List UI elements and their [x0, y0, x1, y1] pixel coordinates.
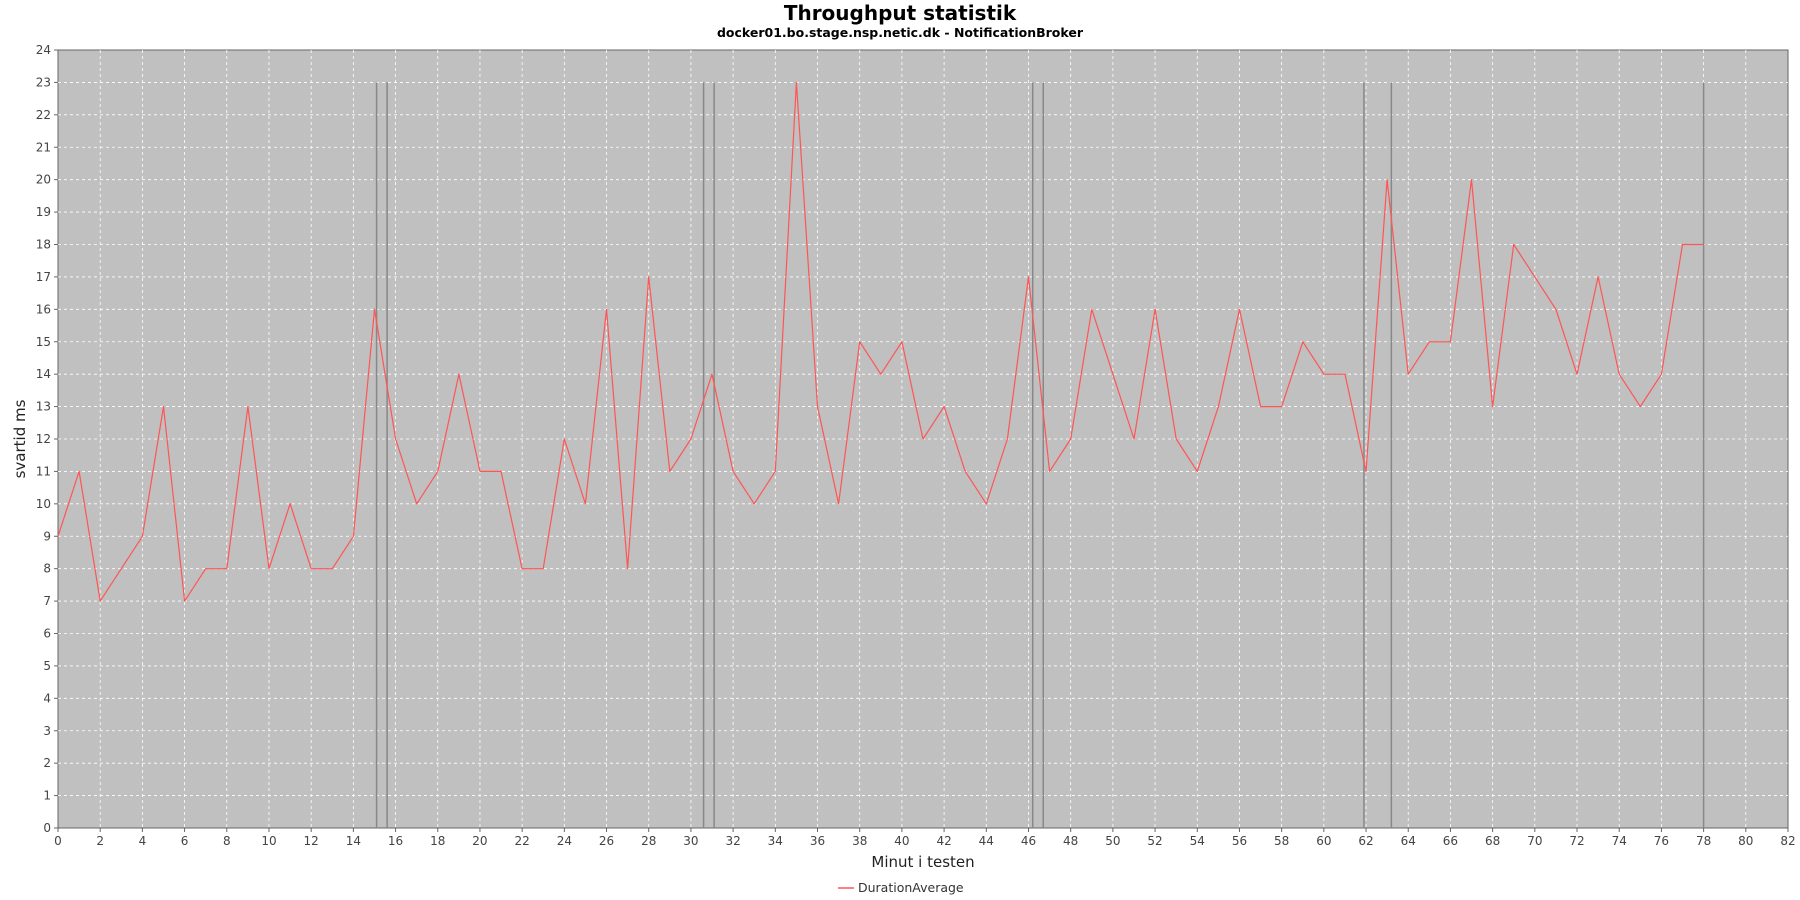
x-tick-label: 74	[1612, 834, 1627, 848]
x-tick-label: 30	[683, 834, 698, 848]
x-tick-label: 6	[181, 834, 189, 848]
x-tick-label: 76	[1654, 834, 1669, 848]
y-tick-label: 11	[36, 464, 51, 478]
x-tick-label: 68	[1485, 834, 1500, 848]
legend: DurationAverage	[838, 880, 964, 895]
x-tick-label: 42	[936, 834, 951, 848]
y-tick-label: 18	[36, 238, 51, 252]
grid-lines	[58, 50, 1788, 828]
x-tick-label: 62	[1358, 834, 1373, 848]
x-tick-label: 44	[979, 834, 994, 848]
x-tick-label: 48	[1063, 834, 1078, 848]
x-tick-label: 4	[139, 834, 147, 848]
x-tick-label: 0	[54, 834, 62, 848]
y-tick-label: 1	[43, 789, 51, 803]
y-tick-label: 3	[43, 724, 51, 738]
y-tick-label: 10	[36, 497, 51, 511]
y-tick-label: 8	[43, 562, 51, 576]
y-tick-label: 15	[36, 335, 51, 349]
y-tick-label: 23	[36, 75, 51, 89]
x-tick-label: 40	[894, 834, 909, 848]
x-tick-label: 28	[641, 834, 656, 848]
chart-title: Throughput statistik	[784, 1, 1017, 25]
y-tick-label: 5	[43, 659, 51, 673]
x-tick-label: 64	[1401, 834, 1416, 848]
y-tick-label: 4	[43, 691, 51, 705]
y-tick-label: 16	[36, 302, 51, 316]
x-tick-label: 50	[1105, 834, 1120, 848]
x-tick-label: 36	[810, 834, 825, 848]
y-axis-label: svartid ms	[11, 399, 29, 478]
y-tick-label: 12	[36, 432, 51, 446]
y-tick-label: 6	[43, 627, 51, 641]
x-tick-label: 8	[223, 834, 231, 848]
x-tick-label: 18	[430, 834, 445, 848]
x-tick-label: 26	[599, 834, 614, 848]
x-tick-label: 22	[515, 834, 530, 848]
marker-lines	[375, 82, 1705, 828]
y-tick-label: 0	[43, 821, 51, 835]
y-tick-label: 22	[36, 108, 51, 122]
x-tick-label: 78	[1696, 834, 1711, 848]
x-tick-label: 32	[725, 834, 740, 848]
y-tick-label: 19	[36, 205, 51, 219]
x-tick-label: 72	[1569, 834, 1584, 848]
y-tick-label: 7	[43, 594, 51, 608]
series-line-DurationAverage	[57, 81, 1704, 602]
x-tick-label: 70	[1527, 834, 1542, 848]
x-tick-label: 80	[1738, 834, 1753, 848]
y-tick-label: 20	[36, 173, 51, 187]
x-tick-label: 20	[472, 834, 487, 848]
x-tick-label: 38	[852, 834, 867, 848]
x-tick-label: 24	[557, 834, 572, 848]
x-tick-label: 46	[1021, 834, 1036, 848]
legend-label: DurationAverage	[858, 880, 964, 895]
x-tick-label: 60	[1316, 834, 1331, 848]
y-tick-label: 17	[36, 270, 51, 284]
x-tick-label: 82	[1780, 834, 1795, 848]
x-axis-ticks: 0 2 4 6 8 10 12 14 16 18 20 22 24 26 28 30 32 34 36 38 40 42 4…	[54, 828, 1796, 848]
x-tick-label: 66	[1443, 834, 1458, 848]
x-tick-label: 34	[768, 834, 783, 848]
y-tick-label: 9	[43, 529, 51, 543]
x-tick-label: 56	[1232, 834, 1247, 848]
x-tick-label: 54	[1190, 834, 1205, 848]
y-tick-label: 14	[36, 367, 51, 381]
series-layer	[57, 81, 1704, 602]
x-tick-label: 16	[388, 834, 403, 848]
chart-subtitle: docker01.bo.stage.nsp.netic.dk - Notific…	[717, 25, 1084, 40]
x-tick-label: 52	[1147, 834, 1162, 848]
x-tick-label: 10	[261, 834, 276, 848]
y-tick-label: 13	[36, 400, 51, 414]
y-tick-label: 24	[36, 43, 51, 57]
y-tick-label: 2	[43, 756, 51, 770]
x-tick-label: 58	[1274, 834, 1289, 848]
x-tick-label: 12	[304, 834, 319, 848]
x-tick-label: 2	[96, 834, 104, 848]
x-tick-label: 14	[346, 834, 361, 848]
x-axis-label: Minut i testen	[871, 853, 974, 871]
y-tick-label: 21	[36, 140, 51, 154]
